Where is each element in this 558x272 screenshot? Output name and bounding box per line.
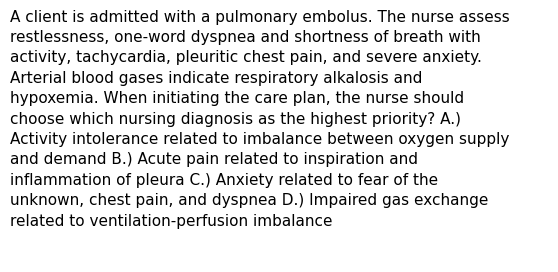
Text: A client is admitted with a pulmonary embolus. The nurse assess
restlessness, on: A client is admitted with a pulmonary em…: [10, 10, 510, 228]
